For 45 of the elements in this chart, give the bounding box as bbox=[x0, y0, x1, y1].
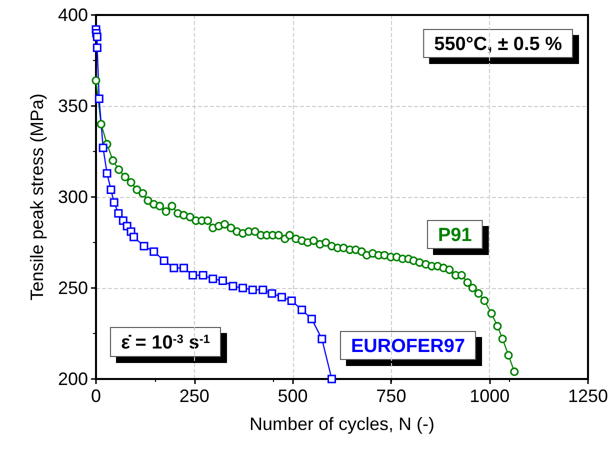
point bbox=[94, 94, 104, 103]
x-axis-title: Number of cycles, N (-) bbox=[249, 414, 435, 434]
point bbox=[278, 292, 286, 302]
point bbox=[102, 169, 112, 178]
y-tick-label: 400 bbox=[58, 5, 88, 25]
point bbox=[248, 286, 257, 294]
y-tick-label: 300 bbox=[58, 187, 88, 207]
point bbox=[287, 296, 296, 305]
point bbox=[218, 276, 227, 285]
point bbox=[228, 282, 238, 290]
point bbox=[328, 374, 336, 384]
point bbox=[238, 284, 248, 292]
point bbox=[258, 286, 268, 294]
point bbox=[110, 198, 118, 207]
series-label: EUROFER97 bbox=[351, 336, 466, 357]
x-tick-label: 1000 bbox=[470, 386, 510, 406]
point bbox=[180, 264, 188, 272]
x-tick-label: 500 bbox=[278, 386, 308, 406]
x-tick-label: 0 bbox=[90, 386, 102, 406]
x-tick-label: 1250 bbox=[568, 386, 608, 406]
point bbox=[268, 289, 276, 298]
point bbox=[160, 256, 168, 265]
point bbox=[208, 274, 218, 284]
point bbox=[170, 264, 178, 272]
x-tick-label: 750 bbox=[376, 386, 406, 406]
point bbox=[114, 209, 123, 218]
annotation: 550°C, ± 0.5 % bbox=[434, 34, 562, 55]
point bbox=[198, 271, 208, 280]
point bbox=[106, 185, 116, 194]
point bbox=[150, 247, 158, 256]
y-axis-title: Tensile peak stress (MPa) bbox=[27, 93, 47, 301]
point bbox=[92, 44, 102, 52]
x-tick-label: 250 bbox=[179, 386, 210, 406]
y-tick-label: 350 bbox=[58, 96, 88, 116]
point bbox=[98, 144, 108, 152]
point bbox=[318, 334, 326, 344]
point bbox=[188, 271, 198, 280]
point bbox=[92, 32, 102, 42]
y-tick-label: 250 bbox=[58, 278, 88, 298]
series-label: P91 bbox=[438, 225, 472, 246]
point bbox=[140, 242, 148, 250]
y-tick-label: 200 bbox=[58, 369, 88, 389]
point bbox=[130, 232, 138, 242]
point bbox=[307, 314, 316, 324]
point bbox=[298, 306, 306, 314]
